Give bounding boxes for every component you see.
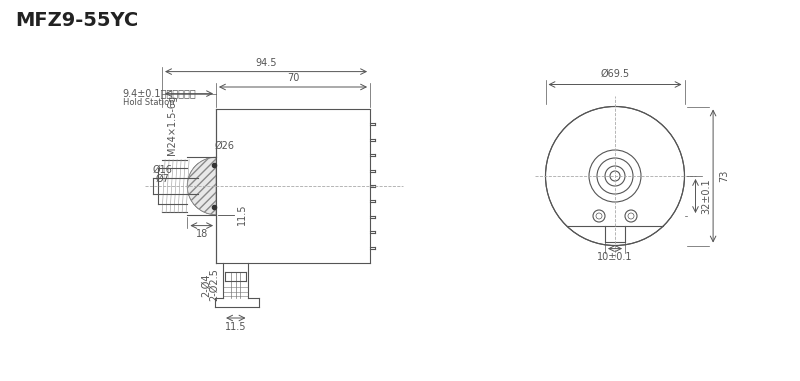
Text: 10±0.1: 10±0.1 bbox=[598, 252, 633, 263]
Text: Ø7: Ø7 bbox=[155, 174, 169, 184]
Text: Ø69.5: Ø69.5 bbox=[601, 69, 630, 78]
Text: 32±0.1: 32±0.1 bbox=[702, 178, 711, 214]
Text: 11.5: 11.5 bbox=[225, 322, 246, 332]
Text: 70: 70 bbox=[287, 73, 299, 83]
Text: 11.5: 11.5 bbox=[238, 204, 247, 225]
Text: MFZ9-55YC: MFZ9-55YC bbox=[15, 11, 138, 30]
Text: 2-Ø4: 2-Ø4 bbox=[201, 273, 210, 297]
Text: Ø16: Ø16 bbox=[152, 165, 172, 175]
Text: 9.4±0.1（吸合位置）: 9.4±0.1（吸合位置） bbox=[122, 89, 196, 99]
Text: 94.5: 94.5 bbox=[255, 58, 277, 68]
Polygon shape bbox=[187, 157, 216, 215]
Text: Ø26: Ø26 bbox=[215, 141, 235, 151]
Text: Hold Station: Hold Station bbox=[122, 98, 174, 107]
Text: 18: 18 bbox=[195, 229, 208, 239]
Text: 73: 73 bbox=[719, 170, 729, 182]
Text: M24×1.5-6g: M24×1.5-6g bbox=[166, 95, 177, 155]
Text: 2-Ø2.5: 2-Ø2.5 bbox=[210, 269, 219, 301]
